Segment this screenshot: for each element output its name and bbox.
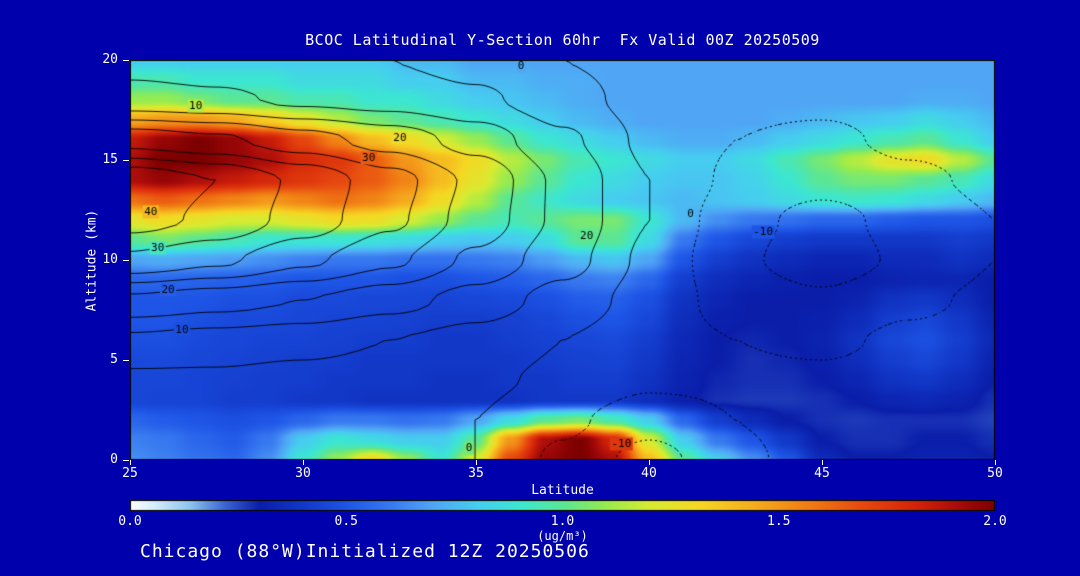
x-tick-label: 35 <box>468 466 484 481</box>
x-tick-label: 50 <box>987 466 1003 481</box>
x-tick-mark <box>648 460 650 465</box>
colorbar-tick-label: 1.0 <box>550 514 575 529</box>
colorbar-canvas <box>130 500 995 511</box>
y-tick-mark <box>123 259 129 261</box>
y-tick-mark <box>123 159 129 161</box>
y-tick-label: 5 <box>110 352 118 367</box>
x-tick-label: 45 <box>814 466 830 481</box>
y-tick-mark <box>123 59 129 61</box>
chart-title: BCOC Latitudinal Y-Section 60hr Fx Valid… <box>305 31 820 49</box>
colorbar-tick-label: 0.5 <box>334 514 358 529</box>
colorbar-tick-label: 2.0 <box>983 514 1007 529</box>
x-tick-mark <box>821 460 823 465</box>
y-tick-mark <box>123 459 129 461</box>
y-tick-label: 20 <box>102 52 118 67</box>
y-tick-label: 10 <box>102 252 118 267</box>
x-tick-label: 30 <box>295 466 311 481</box>
x-tick-mark <box>302 460 304 465</box>
colorbar-tick-label: 0.0 <box>118 514 142 529</box>
x-tick-label: 25 <box>122 466 138 481</box>
cross-section-plot-canvas <box>130 60 995 460</box>
y-tick-label: 0 <box>110 452 118 467</box>
x-tick-label: 40 <box>641 466 657 481</box>
x-tick-mark <box>129 460 131 465</box>
colorbar-tick-label: 1.5 <box>767 514 791 529</box>
x-tick-mark <box>994 460 996 465</box>
x-axis-title: Latitude <box>531 483 594 498</box>
footer-annotation: Chicago (88°W)Initialized 12Z 20250506 <box>140 541 590 562</box>
x-tick-mark <box>475 460 477 465</box>
y-tick-mark <box>123 359 129 361</box>
colorbar-unit-label: (ug/m³) <box>537 529 588 543</box>
y-tick-label: 15 <box>102 152 118 167</box>
